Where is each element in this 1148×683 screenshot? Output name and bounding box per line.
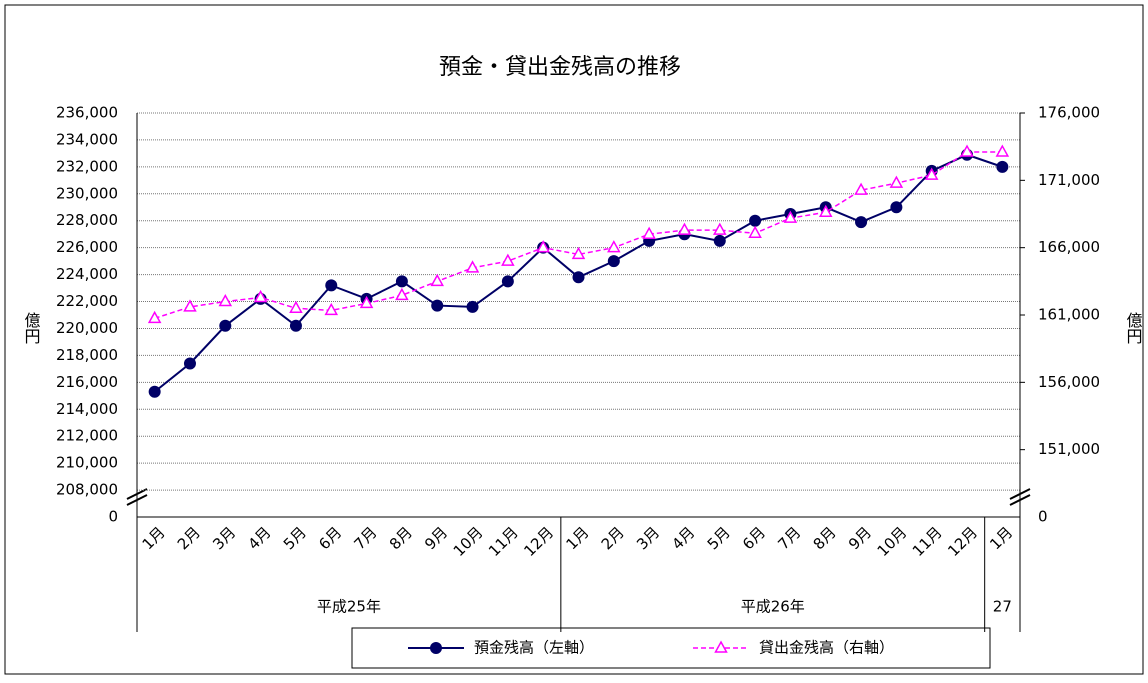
legend-label: 貸出金残高（右軸） (759, 639, 894, 657)
y-tick-label: 216,000 (56, 373, 118, 391)
legend-label: 預金残高（左軸） (474, 639, 594, 657)
y2-break-label: 0 (1038, 508, 1048, 526)
data-point (290, 320, 302, 332)
y2-tick-label: 176,000 (1038, 104, 1100, 122)
y-tick-label: 222,000 (56, 292, 118, 310)
chart: 預金・貸出金残高の推移 億円 億円 0 0 208,000 210,000 212,… (0, 0, 1148, 679)
plot-area (137, 113, 1020, 517)
data-point (325, 279, 337, 291)
data-point (996, 161, 1008, 173)
data-point (396, 275, 408, 287)
data-point (502, 275, 514, 287)
legend-marker (430, 642, 442, 654)
data-point (431, 300, 443, 312)
y-tick-label: 234,000 (56, 130, 118, 148)
data-point (467, 301, 479, 313)
y-axis-label: 億円 (22, 312, 41, 345)
group-label: 平成25年 (317, 598, 381, 616)
data-point (184, 357, 196, 369)
y-tick-label: 230,000 (56, 184, 118, 202)
data-point (855, 216, 867, 228)
data-point (573, 271, 585, 283)
y-tick-label: 220,000 (56, 319, 118, 337)
y-tick-label: 218,000 (56, 346, 118, 364)
chart-title: 預金・貸出金残高の推移 (439, 55, 681, 80)
data-point (608, 255, 620, 267)
y-tick-label: 212,000 (56, 427, 118, 445)
y2-tick-label: 151,000 (1038, 440, 1100, 458)
y-tick-label: 228,000 (56, 211, 118, 229)
y2-tick-label: 156,000 (1038, 373, 1100, 391)
y2-axis-label: 億円 (1124, 312, 1143, 345)
group-label: 27 (993, 598, 1012, 616)
y2-tick-label: 166,000 (1038, 238, 1100, 256)
y-tick-label: 226,000 (56, 238, 118, 256)
y-break-label: 0 (108, 508, 118, 526)
y-tick-label: 232,000 (56, 157, 118, 175)
data-point (714, 235, 726, 247)
group-label: 平成26年 (741, 598, 805, 616)
y-tick-label: 214,000 (56, 400, 118, 418)
y-tick-label: 224,000 (56, 265, 118, 283)
y2-tick-label: 171,000 (1038, 171, 1100, 189)
data-point (219, 320, 231, 332)
y-tick-label: 208,000 (56, 481, 118, 499)
y-tick-label: 236,000 (56, 104, 118, 122)
data-point (890, 201, 902, 213)
y-tick-label: 210,000 (56, 454, 118, 472)
data-point (749, 215, 761, 227)
data-point (149, 386, 161, 398)
y2-tick-label: 161,000 (1038, 306, 1100, 324)
